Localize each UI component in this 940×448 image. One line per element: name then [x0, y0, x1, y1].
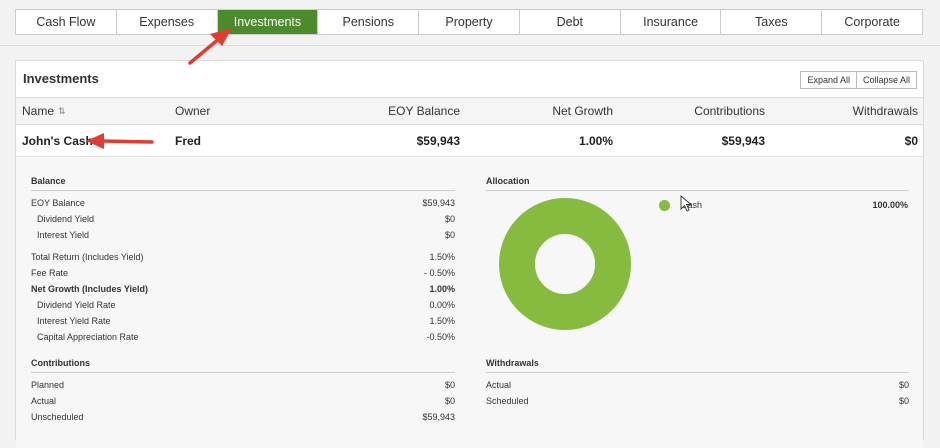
allocation-heading: Allocation: [486, 176, 530, 186]
balance-divider: [31, 190, 455, 191]
header-divider: [0, 45, 940, 46]
tab-expenses[interactable]: Expenses: [117, 10, 218, 34]
tab-taxes[interactable]: Taxes: [721, 10, 823, 34]
table-row[interactable]: John's Cash Fred $59,943 1.00% $59,943 $…: [16, 125, 923, 157]
legend-value: 100.00%: [872, 200, 908, 210]
balance-value: -0.50%: [426, 332, 455, 342]
header-withdrawals: Withdrawals: [852, 104, 918, 118]
withdrawals-label: Actual: [486, 380, 512, 390]
sort-icon[interactable]: ⇅: [58, 105, 66, 116]
tab-property[interactable]: Property: [419, 10, 520, 34]
balance-value: 1.50%: [429, 316, 455, 326]
row-detail: Balance EOY Balance $59,943 Dividend Yie…: [16, 158, 923, 448]
mouse-cursor-icon: [680, 195, 692, 212]
collapse-all-button[interactable]: Collapse All: [856, 71, 917, 89]
header-name-label: Name: [22, 104, 55, 118]
header-net-growth: Net Growth: [552, 104, 613, 118]
tab-insurance[interactable]: Insurance: [621, 10, 722, 34]
header-name[interactable]: Name ⇅: [22, 98, 66, 124]
allocation-donut-chart: [499, 198, 631, 330]
balance-value: 1.50%: [429, 252, 455, 262]
contributions-label: Actual: [31, 396, 57, 406]
row-owner: Fred: [175, 133, 202, 148]
balance-label: Dividend Yield Rate: [37, 300, 116, 310]
contributions-label: Unscheduled: [31, 412, 84, 422]
contributions-divider: [31, 372, 455, 373]
contributions-value: $59,943: [422, 412, 455, 422]
investments-panel: Investments Expand All Collapse All Name…: [15, 60, 924, 448]
row-name[interactable]: John's Cash: [22, 133, 93, 148]
balance-value: 0.00%: [429, 300, 455, 310]
tab-corporate[interactable]: Corporate: [844, 15, 900, 29]
contributions-heading: Contributions: [31, 358, 90, 368]
header-owner: Owner: [175, 104, 211, 118]
contributions-value: $0: [444, 396, 455, 406]
table-header: Name ⇅ Owner EOY Balance Net Growth Cont…: [16, 97, 923, 125]
header-eoy-balance: EOY Balance: [388, 104, 460, 118]
legend-label: Cash: [681, 200, 703, 210]
tab-cash-flow[interactable]: Cash Flow: [16, 10, 117, 34]
balance-value: - 0.50%: [423, 268, 455, 278]
header-contributions: Contributions: [694, 104, 765, 118]
withdrawals-value: $0: [898, 396, 909, 406]
legend-swatch-cash: [659, 200, 670, 211]
row-withdrawals: $0: [904, 133, 918, 148]
expand-all-button[interactable]: Expand All: [800, 71, 857, 89]
row-eoy-balance: $59,943: [416, 133, 460, 148]
row-net-growth: 1.00%: [578, 133, 613, 148]
allocation-slice-cash[interactable]: [499, 198, 631, 330]
balance-label: EOY Balance: [31, 198, 85, 208]
tab-debt[interactable]: Debt: [520, 10, 621, 34]
tab-pensions[interactable]: Pensions: [318, 10, 420, 34]
contributions-label: Planned: [31, 380, 65, 390]
balance-label: Interest Yield Rate: [37, 316, 111, 326]
balance-label: Total Return (Includes Yield): [31, 252, 144, 262]
balance-label: Interest Yield: [37, 230, 90, 240]
balance-label: Net Growth (Includes Yield): [31, 284, 149, 294]
balance-label: Fee Rate: [31, 268, 69, 278]
tab-investments[interactable]: Investments: [217, 10, 319, 34]
balance-label: Capital Appreciation Rate: [37, 332, 139, 342]
balance-value: $59,943: [422, 198, 455, 208]
withdrawals-label: Scheduled: [486, 396, 529, 406]
balance-label: Dividend Yield: [37, 214, 95, 224]
balance-value: $0: [444, 214, 455, 224]
contributions-value: $0: [444, 380, 455, 390]
withdrawals-divider: [486, 372, 909, 373]
balance-heading: Balance: [31, 176, 66, 186]
balance-value: 1.00%: [429, 284, 455, 294]
tab-bar: Cash Flow Expenses Investments Pensions …: [15, 9, 923, 35]
panel-title: Investments: [23, 71, 99, 86]
expand-collapse-group: Expand All Collapse All: [800, 71, 917, 89]
row-contributions: $59,943: [721, 133, 765, 148]
withdrawals-heading: Withdrawals: [486, 358, 539, 368]
withdrawals-value: $0: [898, 380, 909, 390]
allocation-divider: [486, 190, 909, 191]
balance-value: $0: [444, 230, 455, 240]
